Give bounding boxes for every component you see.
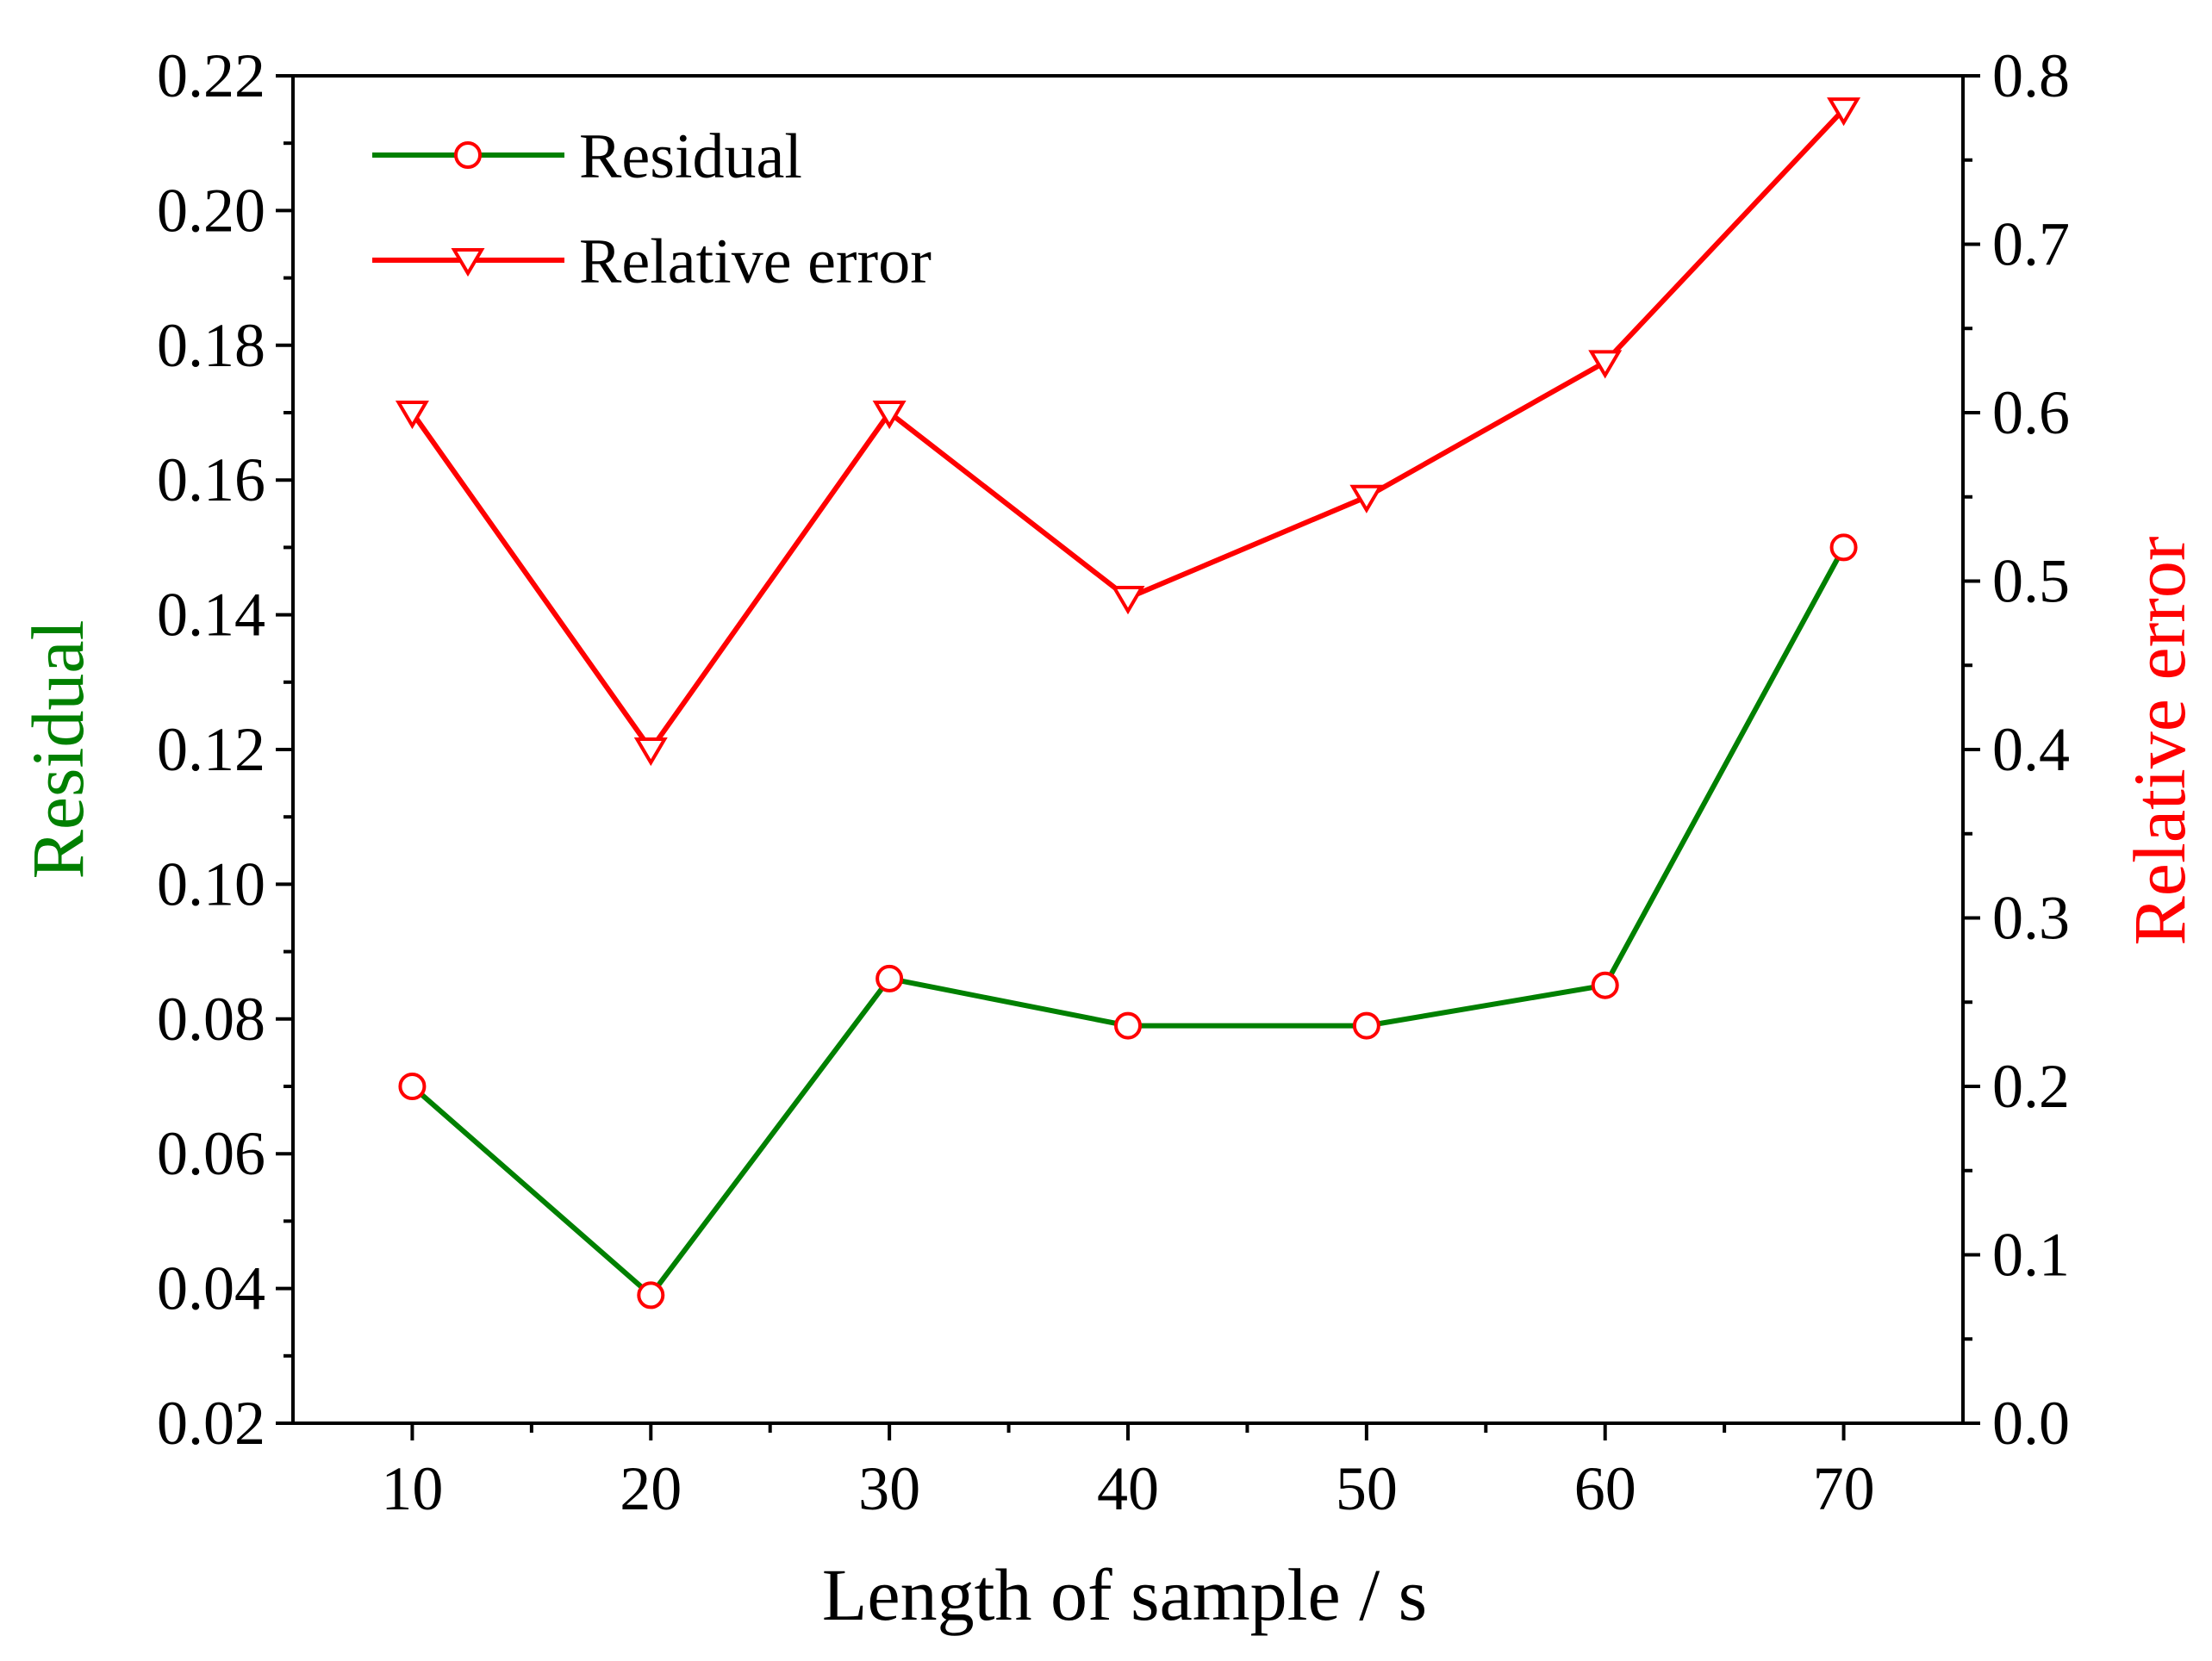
- residual-point: [1352, 1011, 1380, 1040]
- residual-point: [1591, 971, 1619, 999]
- residual-point: [1114, 1011, 1142, 1040]
- y-left-tick-label: 0.20: [157, 176, 265, 245]
- residual-point: [398, 1073, 427, 1100]
- y-right-tick-label: 0.0: [1992, 1389, 2070, 1458]
- y-right-tick-label: 0.3: [1992, 884, 2070, 953]
- relative-error-point: [395, 401, 429, 430]
- x-tick-label: 40: [1097, 1454, 1159, 1523]
- y-right-tick-label: 0.8: [1992, 41, 2070, 110]
- y-left-tick-label: 0.16: [157, 445, 265, 514]
- y-right-tick-label: 0.4: [1992, 715, 2070, 784]
- relative-error-point: [1827, 97, 1861, 127]
- relative-error-point: [1588, 350, 1623, 379]
- y-right-tick-label: 0.5: [1992, 547, 2070, 616]
- series-layer: [395, 97, 1861, 1310]
- y-left-tick-label: 0.06: [157, 1119, 265, 1188]
- x-tick-label: 30: [858, 1454, 920, 1523]
- y-left-tick-label: 0.22: [157, 41, 265, 110]
- y-left-tick-label: 0.08: [157, 985, 265, 1054]
- legend-residual-label: Residual: [579, 121, 802, 192]
- x-axis-title: Length of sample / s: [822, 1553, 1427, 1636]
- y-right-axis-title: Relative error: [2118, 536, 2201, 945]
- relative-error-point: [633, 737, 668, 767]
- relative-error-point: [1349, 484, 1384, 513]
- y-left-tick-label: 0.10: [157, 849, 265, 918]
- x-tick-label: 60: [1574, 1454, 1636, 1523]
- relative-error-point: [1111, 586, 1145, 615]
- relative-error-point: [872, 401, 907, 430]
- legend-residual-marker: [454, 141, 482, 169]
- y-left-tick-label: 0.14: [157, 581, 265, 650]
- y-right-tick-label: 0.1: [1992, 1221, 2070, 1290]
- residual-point: [875, 964, 904, 992]
- y-left-tick-label: 0.04: [157, 1254, 265, 1323]
- axes-layer: 10 20 30 40 50 60 70 0.02 0.04 0.06 0.08 0.10 0.12 0.…: [157, 41, 2070, 1523]
- legend-relative-error-marker: [451, 248, 485, 277]
- y-left-tick-label: 0.18: [157, 311, 265, 380]
- x-tick-label: 20: [620, 1454, 682, 1523]
- y-right-tick-label: 0.7: [1992, 210, 2070, 279]
- legend: Residual Relative error: [372, 121, 932, 297]
- residual-point: [1829, 533, 1858, 562]
- y-right-tick-label: 0.6: [1992, 378, 2070, 447]
- y-left-axis-title: Residual: [16, 620, 99, 880]
- x-tick-label: 10: [381, 1454, 443, 1523]
- legend-relative-error-label: Relative error: [579, 227, 932, 297]
- y-right-tick-label: 0.2: [1992, 1052, 2070, 1121]
- y-left-tick-label: 0.02: [157, 1389, 265, 1458]
- residual-point: [637, 1281, 665, 1310]
- x-tick-label: 50: [1336, 1454, 1398, 1523]
- x-tick-label: 70: [1813, 1454, 1875, 1523]
- y-left-tick-label: 0.12: [157, 715, 265, 784]
